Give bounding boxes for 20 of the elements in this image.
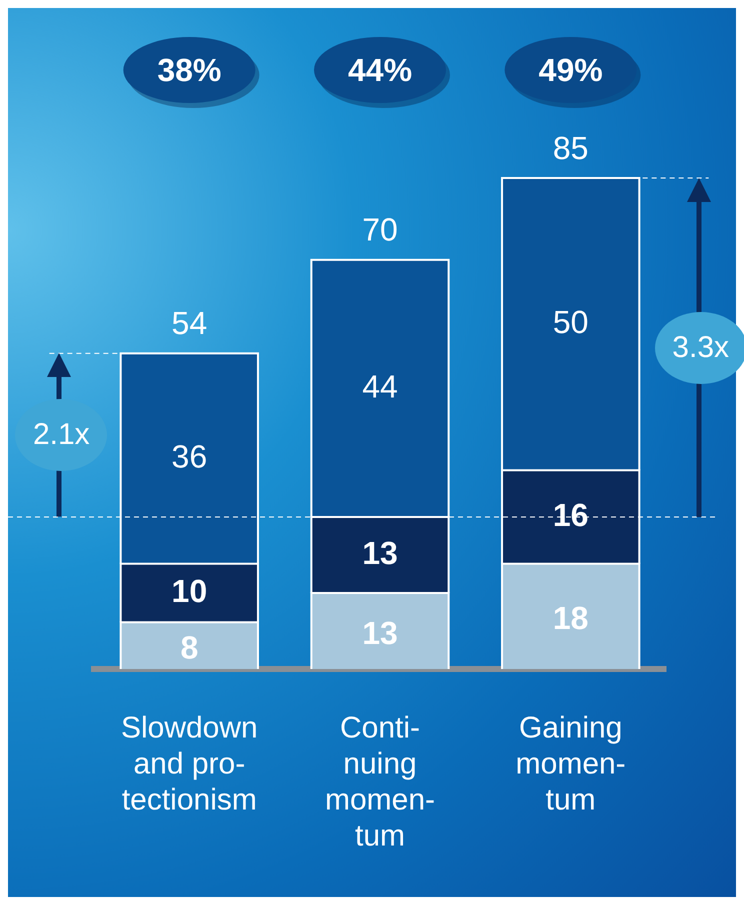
text: 44% bbox=[348, 52, 412, 88]
data-label: 16 bbox=[552, 496, 588, 533]
data-label: 13 bbox=[362, 614, 398, 651]
data-label: 50 bbox=[552, 304, 588, 340]
text: 49% bbox=[538, 52, 603, 88]
x-tick-label: Slowdown and pro- tectionism bbox=[120, 711, 258, 816]
x-tick-label: Conti- nuing momen- tum bbox=[324, 711, 436, 852]
annotation: 2.1x bbox=[15, 399, 108, 472]
total-label: 54 bbox=[172, 305, 208, 342]
data-label: 36 bbox=[172, 438, 208, 474]
x-tick-label: Gaining momen- tum bbox=[516, 711, 626, 816]
data-label: 18 bbox=[552, 600, 588, 636]
total-label: 70 bbox=[362, 212, 398, 248]
total-label: 85 bbox=[552, 130, 588, 166]
data-label: 44 bbox=[362, 368, 398, 404]
data-label: 13 bbox=[362, 534, 398, 571]
data-label: 8 bbox=[180, 629, 198, 666]
annotation: 3.3x bbox=[654, 312, 744, 384]
data-label: 10 bbox=[172, 572, 208, 609]
text: 38% bbox=[157, 52, 222, 88]
